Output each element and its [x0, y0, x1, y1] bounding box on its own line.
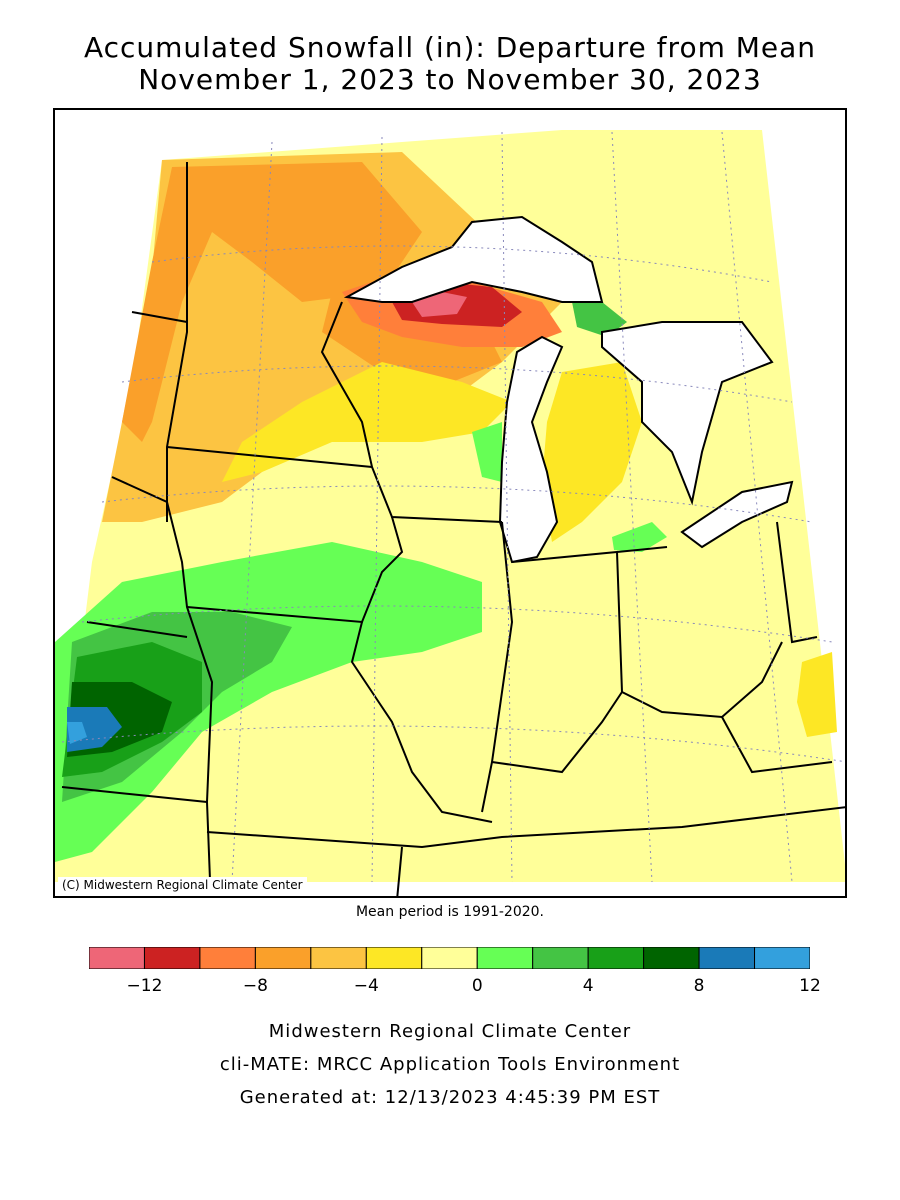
color-legend — [89, 947, 810, 969]
legend-swatch — [698, 947, 756, 969]
snowfall-departure-map: (C) Midwestern Regional Climate Center — [53, 108, 847, 898]
contour-0-to-2-michigan — [612, 522, 667, 552]
legend-swatch — [143, 947, 201, 969]
contour-10-to-12 — [67, 722, 87, 744]
legend-swatch — [199, 947, 256, 969]
state-boundaries — [61, 162, 845, 896]
legend-tick-label: −4 — [354, 976, 379, 996]
legend-ticks: −12 −8 −4 0 4 8 12 — [127, 976, 821, 996]
lake-huron — [601, 321, 774, 506]
legend-swatch — [254, 947, 312, 969]
contour-0-to-2-wisconsin — [472, 422, 502, 482]
legend-tick-label: −12 — [127, 976, 163, 996]
graticule — [61, 131, 845, 883]
footer-generated-at: Generated at: 12/13/2023 4:45:39 PM EST — [239, 1087, 661, 1108]
lake-superior — [343, 215, 604, 303]
footer-organization: Midwestern Regional Climate Center — [268, 1021, 632, 1042]
legend-swatch — [587, 947, 645, 969]
legend-swatch — [310, 947, 367, 969]
footer-tool-name: cli-MATE: MRCC Application Tools Environ… — [219, 1054, 681, 1075]
legend-swatch — [421, 947, 478, 969]
mean-period-note: Mean period is 1991-2020. — [355, 904, 545, 920]
map-canvas — [55, 130, 845, 896]
legend-tick-label: 4 — [583, 976, 594, 996]
lake-erie — [680, 480, 794, 549]
contour-minus-2-to-4-michigan — [542, 362, 642, 542]
lake-michigan — [498, 335, 564, 564]
legend-tick-label: 12 — [799, 976, 821, 996]
legend-tick-label: −8 — [243, 976, 268, 996]
legend-swatch — [365, 947, 423, 969]
map-title: Accumulated Snowfall (in): Departure fro… — [83, 31, 817, 64]
contour-minus-2-to-4 — [222, 362, 512, 482]
legend-tick-label: 0 — [472, 976, 483, 996]
copyright-label: (C) Midwestern Regional Climate Center — [58, 877, 307, 893]
contour-8-to-10 — [67, 707, 122, 752]
contour-0-to-2-up — [572, 302, 627, 337]
legend-swatch — [643, 947, 700, 969]
legend-swatch — [476, 947, 534, 969]
legend-swatch — [89, 947, 145, 969]
legend-swatch — [532, 947, 589, 969]
contour-minus-6-to-8 — [122, 162, 422, 442]
map-date-range: November 1, 2023 to November 30, 2023 — [138, 63, 762, 96]
legend-swatch — [754, 947, 810, 969]
contour-minus-2-to-4-ohio — [797, 652, 837, 737]
legend-tick-label: 8 — [694, 976, 705, 996]
